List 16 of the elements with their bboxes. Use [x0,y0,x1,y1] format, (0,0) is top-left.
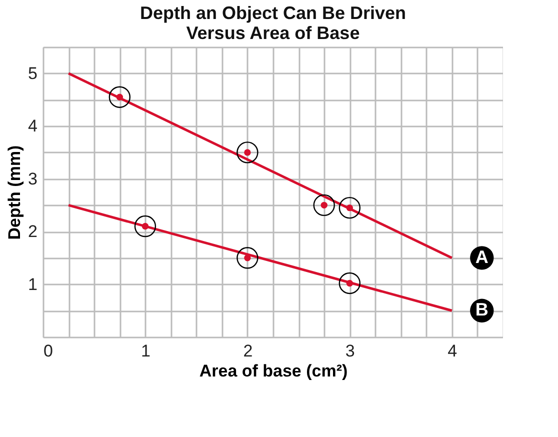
series-label: B [475,300,488,320]
x-tick-label: 0 [44,342,53,360]
y-axis-title: Depth (mm) [5,145,24,240]
x-tick-label: 3 [345,342,355,360]
y-tick-label: 2 [28,222,38,242]
text: Versus Area of Base [186,23,360,43]
y-tick-label: 1 [28,274,38,294]
y-tick-label: 4 [28,116,38,136]
x-tick-label: 1 [140,342,150,360]
x-tick-label: 4 [448,342,458,360]
text: Depth an Object Can Be Driven [140,3,406,23]
y-tick-label: 5 [28,64,38,83]
series-label: A [475,246,488,267]
x-axis-title: Area of base (cm²) [199,362,348,380]
y-tick-label: 3 [28,169,38,188]
x-tick-label: 2 [243,342,253,360]
